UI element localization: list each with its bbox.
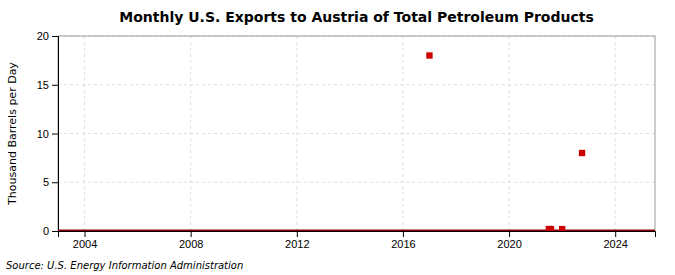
point <box>548 226 554 231</box>
y-axis-tick-mark <box>52 182 58 183</box>
x-axis-tick: 2012 <box>285 231 309 250</box>
chart: 2004 2008 2012 2016 2020 2024 0 5 10 15 20 Monthly … <box>0 0 675 275</box>
y-axis-tick-label: 15 <box>37 79 49 91</box>
grid <box>58 36 655 231</box>
x-axis-tick-label: 2016 <box>391 238 415 250</box>
x-axis-tick: 2016 <box>391 231 415 250</box>
grid-line-x <box>296 36 297 231</box>
x-axis-tick: 2024 <box>603 231 627 250</box>
point <box>559 226 565 231</box>
x-axis-tick-mark <box>297 231 298 237</box>
y-axis-line <box>52 37 59 232</box>
y-axis: 0 5 10 15 20 <box>37 30 59 237</box>
y-axis-tick: 20 <box>37 30 58 42</box>
point <box>579 150 585 156</box>
x-axis-tick-label: 2024 <box>603 238 627 250</box>
y-axis-tick-mark <box>52 134 58 135</box>
y-axis-tick: 5 <box>43 176 58 188</box>
grid-line-x <box>615 36 616 231</box>
grid-line-y <box>58 182 655 183</box>
y-axis-tick-label: 10 <box>37 128 49 140</box>
y-axis-tick-label: 0 <box>43 225 49 237</box>
x-axis-tick-mark <box>403 231 404 237</box>
x-axis-tick: 2004 <box>73 231 97 250</box>
y-axis-tick-mark <box>52 231 58 232</box>
x-axis-tick: 2020 <box>497 231 521 250</box>
plot-frame <box>58 36 655 231</box>
y-axis-tick-mark <box>52 36 58 37</box>
y-axis-tick: 10 <box>37 128 58 140</box>
point <box>426 52 432 58</box>
x-axis-tick-label: 2012 <box>285 238 309 250</box>
x-axis-tick-mark <box>85 231 86 237</box>
y-axis-tick-mark <box>52 85 58 86</box>
y-axis-tick: 15 <box>37 79 58 91</box>
grid-line-y <box>58 84 655 85</box>
x-axis-tick: 2008 <box>179 231 203 250</box>
y-axis-tick-label: 20 <box>37 30 49 42</box>
x-axis: 2004 2008 2012 2016 2020 2024 <box>59 231 656 250</box>
baseline <box>58 230 655 232</box>
x-axis-line <box>59 232 656 238</box>
x-axis-tick-mark <box>509 231 510 237</box>
plot: 2004 2008 2012 2016 2020 2024 0 5 10 15 20 <box>37 30 656 250</box>
x-axis-tick-label: 2008 <box>179 238 203 250</box>
y-axis-tick-label: 5 <box>43 176 49 188</box>
x-axis-tick-mark <box>615 231 616 237</box>
title: Monthly U.S. Exports to Austria of Total… <box>119 9 594 25</box>
source: Source: U.S. Energy Information Administ… <box>6 260 243 271</box>
marks <box>58 52 655 231</box>
y-axis-tick: 0 <box>43 225 58 237</box>
x-axis-tick-label: 2004 <box>73 238 97 250</box>
x-axis-tick-mark <box>191 231 192 237</box>
y-axis-title: Thousand Barrels per Day <box>6 62 19 206</box>
grid-line-y <box>58 133 655 134</box>
x-axis-tick-label: 2020 <box>497 238 521 250</box>
